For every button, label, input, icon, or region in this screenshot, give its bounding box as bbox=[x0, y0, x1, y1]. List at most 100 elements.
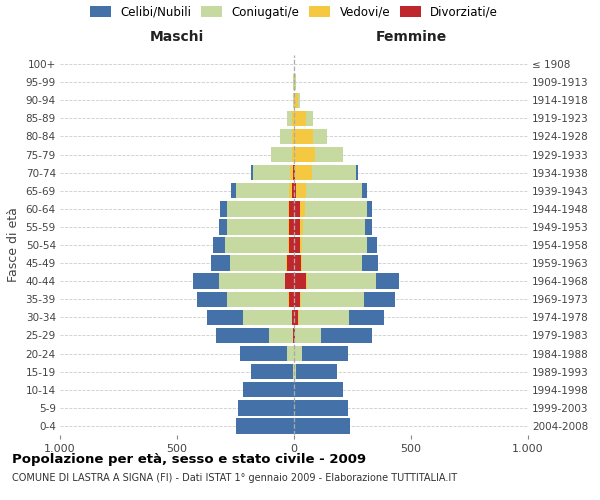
Bar bbox=[240, 346, 287, 362]
Bar bbox=[208, 310, 242, 325]
Bar bbox=[294, 364, 296, 380]
Bar bbox=[293, 74, 294, 90]
Bar bbox=[364, 292, 395, 307]
Bar bbox=[288, 238, 289, 252]
Y-axis label: Fasce di età: Fasce di età bbox=[7, 208, 20, 282]
Bar bbox=[302, 256, 362, 271]
Bar bbox=[296, 364, 337, 380]
Text: Maschi: Maschi bbox=[150, 30, 204, 44]
Bar bbox=[219, 274, 284, 289]
Bar bbox=[300, 292, 301, 307]
Bar bbox=[306, 274, 307, 289]
Bar bbox=[321, 328, 373, 343]
Bar bbox=[315, 147, 343, 162]
Bar bbox=[294, 256, 301, 271]
Text: COMUNE DI LASTRA A SIGNA (FI) - Dati ISTAT 1° gennaio 2009 - Elaborazione TUTTIT: COMUNE DI LASTRA A SIGNA (FI) - Dati IST… bbox=[12, 473, 457, 483]
Bar bbox=[292, 128, 294, 144]
Bar bbox=[193, 274, 219, 289]
Bar bbox=[251, 165, 253, 180]
Bar bbox=[289, 219, 294, 234]
Bar bbox=[293, 92, 294, 108]
Bar bbox=[220, 201, 227, 216]
Bar bbox=[292, 110, 294, 126]
Bar bbox=[313, 128, 327, 144]
Bar bbox=[293, 165, 294, 180]
Bar bbox=[292, 310, 294, 325]
Bar bbox=[235, 183, 289, 198]
Bar bbox=[365, 219, 373, 234]
Bar bbox=[293, 364, 294, 380]
Bar bbox=[288, 201, 289, 216]
Bar bbox=[227, 201, 288, 216]
Bar bbox=[294, 328, 295, 343]
Bar bbox=[219, 219, 227, 234]
Bar bbox=[294, 110, 306, 126]
Bar bbox=[301, 292, 364, 307]
Bar bbox=[304, 219, 365, 234]
Bar bbox=[289, 183, 292, 198]
Bar bbox=[300, 238, 302, 252]
Bar bbox=[280, 128, 292, 144]
Bar bbox=[287, 256, 294, 271]
Bar bbox=[289, 238, 294, 252]
Bar bbox=[311, 165, 356, 180]
Bar bbox=[294, 92, 298, 108]
Bar bbox=[287, 110, 292, 126]
Bar bbox=[294, 418, 350, 434]
Bar bbox=[301, 256, 302, 271]
Bar bbox=[299, 310, 349, 325]
Bar bbox=[362, 183, 367, 198]
Bar bbox=[294, 346, 302, 362]
Bar bbox=[307, 274, 376, 289]
Bar bbox=[289, 292, 294, 307]
Text: Popolazione per età, sesso e stato civile - 2009: Popolazione per età, sesso e stato civil… bbox=[12, 452, 366, 466]
Legend: Celibi/Nubili, Coniugati/e, Vedovi/e, Divorziati/e: Celibi/Nubili, Coniugati/e, Vedovi/e, Di… bbox=[86, 2, 502, 22]
Bar bbox=[294, 382, 343, 398]
Bar bbox=[296, 183, 306, 198]
Y-axis label: Anni di nascita: Anni di nascita bbox=[596, 198, 600, 291]
Bar bbox=[289, 201, 294, 216]
Bar bbox=[306, 110, 313, 126]
Bar bbox=[349, 310, 384, 325]
Bar bbox=[362, 256, 378, 271]
Bar bbox=[253, 165, 290, 180]
Bar bbox=[284, 274, 294, 289]
Bar bbox=[356, 165, 358, 180]
Bar bbox=[294, 201, 300, 216]
Bar bbox=[197, 292, 227, 307]
Bar bbox=[230, 256, 286, 271]
Bar bbox=[294, 74, 295, 90]
Bar bbox=[288, 219, 289, 234]
Bar bbox=[292, 183, 294, 198]
Bar bbox=[287, 346, 294, 362]
Text: Femmine: Femmine bbox=[376, 30, 446, 44]
Bar bbox=[211, 256, 230, 271]
Bar bbox=[290, 165, 293, 180]
Bar bbox=[271, 147, 292, 162]
Bar bbox=[367, 238, 377, 252]
Bar bbox=[376, 274, 400, 289]
Bar bbox=[367, 201, 373, 216]
Bar bbox=[294, 147, 315, 162]
Bar bbox=[294, 274, 306, 289]
Bar bbox=[302, 238, 367, 252]
Bar bbox=[238, 400, 294, 415]
Bar bbox=[286, 256, 287, 271]
Bar bbox=[295, 328, 321, 343]
Bar bbox=[242, 310, 292, 325]
Bar bbox=[227, 219, 288, 234]
Bar bbox=[302, 346, 348, 362]
Bar bbox=[300, 201, 305, 216]
Bar bbox=[295, 165, 311, 180]
Bar bbox=[294, 219, 300, 234]
Bar bbox=[251, 364, 293, 380]
Bar bbox=[227, 292, 288, 307]
Bar bbox=[294, 183, 296, 198]
Bar bbox=[294, 238, 300, 252]
Bar bbox=[231, 183, 235, 198]
Bar bbox=[235, 418, 294, 434]
Bar bbox=[242, 382, 294, 398]
Bar bbox=[294, 165, 295, 180]
Bar bbox=[300, 219, 304, 234]
Bar bbox=[213, 238, 225, 252]
